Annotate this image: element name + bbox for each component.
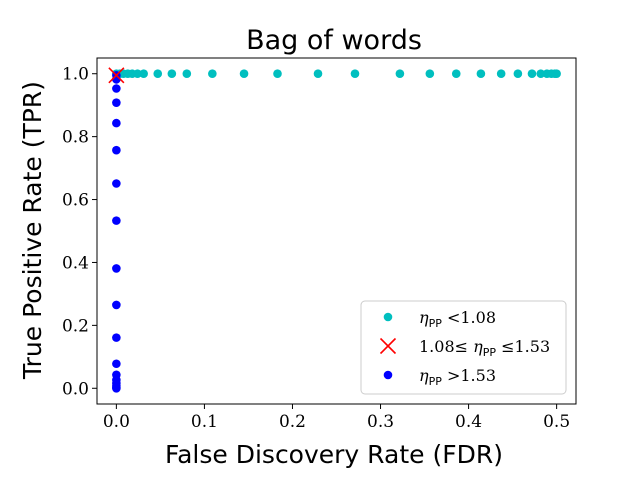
series-1: [108, 67, 125, 84]
legend-entry: ηPP <1.08: [383, 308, 496, 330]
data-point: [527, 69, 537, 79]
data-point: [313, 69, 323, 79]
y-axis-label: True Positive Rate (TPR): [18, 81, 47, 380]
data-point: [108, 67, 125, 84]
y-tick-label: 0.0: [62, 379, 89, 399]
data-point: [239, 69, 249, 79]
data-point: [513, 69, 523, 79]
data-point: [112, 118, 121, 128]
data-point: [536, 69, 546, 79]
x-tick-label: 0.5: [543, 412, 570, 432]
data-point: [476, 69, 486, 79]
x-axis-label: False Discovery Rate (FDR): [165, 440, 503, 469]
plot-frame: [96, 57, 577, 405]
x-tick-label: 0.4: [455, 412, 482, 432]
data-point: [208, 69, 217, 79]
legend-box: [360, 300, 567, 395]
x-tick-label: 0.0: [103, 412, 130, 432]
x-tick-label: 0.2: [279, 412, 306, 432]
x-tick-label: 0.1: [191, 412, 218, 432]
legend: ηPP <1.08 1.08≤ ηPP ≤1.53 ηPP >1.53: [360, 300, 567, 395]
y-tick-label: 0.4: [62, 253, 89, 273]
data-point: [451, 69, 461, 79]
y-tick-label: 0.2: [62, 316, 89, 336]
data-point: [496, 69, 506, 79]
legend-entry: 1.08≤ ηPP ≤1.53: [379, 337, 550, 359]
series-2: [112, 71, 121, 393]
data-point: [350, 69, 360, 79]
y-tick-label: 1.0: [62, 65, 89, 85]
data-point: [153, 69, 163, 79]
data-point: [112, 359, 121, 369]
data-point: [182, 69, 192, 79]
legend-marker: [379, 337, 397, 355]
legend-label: ηPP >1.53: [419, 366, 496, 388]
data-point: [112, 264, 121, 273]
x-tick-label: 0.3: [367, 412, 394, 432]
y-tick-label: 0.8: [62, 128, 89, 148]
legend-marker: [383, 370, 393, 380]
data-point: [112, 145, 121, 155]
legend-label: ηPP <1.08: [419, 308, 496, 330]
data-point: [133, 69, 142, 79]
data-point: [167, 69, 177, 79]
legend-entry: ηPP >1.53: [383, 366, 496, 388]
legend-label: 1.08≤ ηPP ≤1.53: [419, 337, 550, 359]
data-point: [395, 69, 405, 79]
data-point: [112, 300, 121, 310]
data-point: [112, 216, 121, 225]
legend-marker: [383, 312, 393, 322]
data-point: [112, 84, 121, 93]
data-point: [552, 69, 561, 79]
data-point: [112, 179, 121, 188]
series-0: [112, 69, 561, 79]
data-point: [112, 98, 121, 107]
data-point: [425, 69, 435, 79]
data-point: [139, 69, 148, 79]
data-point: [112, 333, 121, 342]
plot-area: 0.0 0.1 0.2 0.3 0.4 0.5 0.0 0.2 0.4 0.6 0.8 1.0: [62, 57, 577, 432]
data-point: [112, 383, 121, 393]
y-tick-label: 0.6: [62, 191, 89, 211]
data-point: [273, 69, 282, 79]
chart-title: Bag of words: [246, 25, 422, 56]
